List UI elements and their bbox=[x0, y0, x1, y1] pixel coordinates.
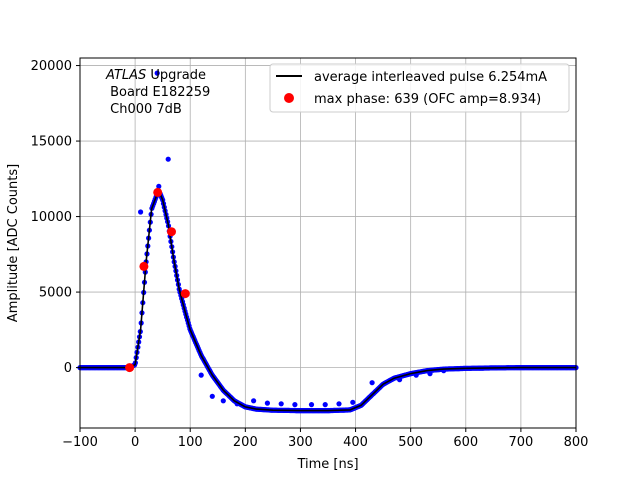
legend-marker-swatch bbox=[284, 93, 294, 103]
sample-point-outlier bbox=[278, 401, 284, 407]
x-tick-label: 300 bbox=[288, 435, 313, 450]
y-axis-label: Amplitude [ADC Counts] bbox=[6, 164, 21, 322]
x-tick-label: 700 bbox=[508, 435, 533, 450]
legend-label-max-phase: max phase: 639 (OFC amp=8.934) bbox=[314, 92, 541, 107]
sample-point-outlier bbox=[209, 393, 215, 399]
sample-point-outlier bbox=[427, 371, 433, 377]
sample-point-outlier bbox=[369, 380, 375, 386]
axis-ticks: −100 0 100 200 300 400 500 600 700 800 0 5000 10000 1… bbox=[31, 59, 589, 450]
atlas-annotation: ATLAS Upgrade Board E182259 Ch000 7dB bbox=[105, 68, 210, 117]
max-phase-marker bbox=[153, 187, 163, 197]
y-tick-label: 10000 bbox=[31, 210, 72, 225]
max-phase-marker bbox=[167, 227, 176, 237]
sample-point-outlier bbox=[413, 372, 419, 378]
x-tick-label: 800 bbox=[564, 435, 589, 450]
legend-box bbox=[269, 63, 570, 113]
y-tick-label: 15000 bbox=[31, 135, 72, 150]
legend: average interleaved pulse 6.254mA max ph… bbox=[269, 63, 570, 113]
max-phase-marker bbox=[180, 289, 190, 299]
sample-point-outlier bbox=[154, 70, 160, 76]
y-tick-label: 5000 bbox=[39, 286, 72, 301]
x-tick-label: 400 bbox=[343, 435, 368, 450]
data-layer bbox=[77, 70, 579, 414]
x-tick-label: 200 bbox=[233, 435, 258, 450]
x-axis-label: Time [ns] bbox=[296, 457, 358, 472]
sample-point-outlier bbox=[292, 402, 298, 408]
sample-point-outlier bbox=[198, 372, 204, 378]
plot-frame bbox=[79, 57, 577, 429]
sample-point-outlier bbox=[165, 156, 171, 162]
sample-point-outlier bbox=[308, 402, 315, 408]
sample-point-outlier bbox=[336, 401, 342, 407]
x-tick-label: −100 bbox=[62, 435, 98, 450]
x-tick-label: 0 bbox=[131, 435, 139, 450]
x-tick-label: 500 bbox=[398, 435, 423, 450]
annotation-atlas-label: ATLAS bbox=[105, 68, 146, 83]
max-phase-marker bbox=[125, 363, 135, 373]
y-tick-label: 0 bbox=[64, 361, 72, 376]
annotation-channel-label: Ch000 7dB bbox=[106, 102, 182, 117]
sample-point-outlier bbox=[397, 377, 403, 383]
sample-point-outlier bbox=[220, 398, 226, 404]
x-tick-label: 100 bbox=[178, 435, 203, 450]
average-pulse-line bbox=[80, 192, 576, 412]
annotation-upgrade-label: Upgrade bbox=[146, 68, 206, 83]
sample-point-outlier bbox=[251, 398, 257, 404]
y-tick-label: 20000 bbox=[31, 59, 72, 74]
x-tick-label: 600 bbox=[453, 435, 478, 450]
sample-point-outlier bbox=[138, 209, 144, 215]
annotation-board-label: Board E182259 bbox=[106, 85, 210, 100]
max-phase-marker bbox=[139, 261, 149, 271]
sample-point-outlier bbox=[322, 402, 328, 408]
sample-point-outlier bbox=[264, 400, 270, 406]
legend-label-average-pulse: average interleaved pulse 6.254mA bbox=[314, 70, 547, 85]
svg-text:ATLAS Upgrade: ATLAS Upgrade bbox=[105, 68, 206, 83]
sample-point-outlier bbox=[350, 399, 356, 405]
sample-point-outlier bbox=[156, 183, 162, 189]
